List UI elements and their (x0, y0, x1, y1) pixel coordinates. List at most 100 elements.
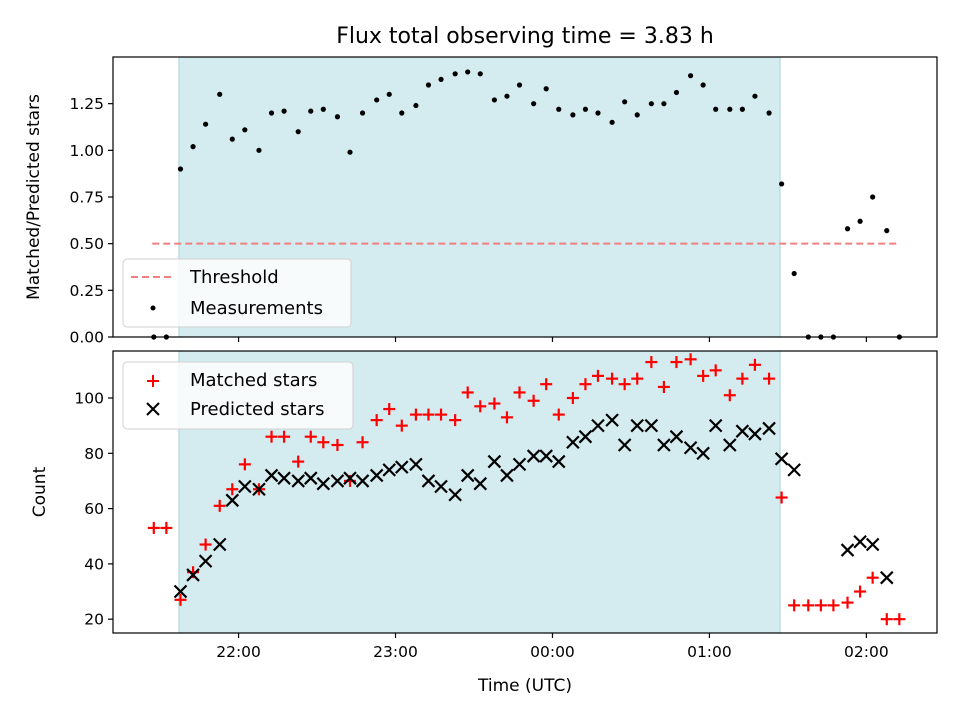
predicted-star-point (551, 454, 566, 469)
matched-star-point (488, 397, 501, 410)
predicted-star-point (303, 471, 318, 485)
matched-star-point (763, 372, 776, 385)
predicted-stars-series (173, 413, 894, 599)
measurement-point (595, 110, 601, 116)
measurement-point (556, 106, 562, 112)
matched-star-point (199, 538, 212, 551)
predicted-star-point (173, 584, 188, 599)
bottom-x-ticks: 22:00 23:00 00:00 01:00 02:00 (216, 633, 889, 661)
predicted-star-point (291, 474, 305, 488)
x-tick-label: 00:00 (530, 643, 575, 661)
measurement-point (661, 101, 667, 107)
matched-star-point (527, 394, 540, 407)
matched-star-point (356, 436, 369, 449)
predicted-star-point (630, 418, 644, 433)
measurement-point (622, 99, 628, 105)
matched-star-point (409, 408, 422, 421)
predicted-star-point (708, 418, 723, 433)
measurement-point (779, 181, 785, 187)
measurement-point (504, 93, 510, 99)
matched-star-point (631, 372, 644, 385)
matched-star-point (775, 491, 788, 504)
predicted-star-point (617, 438, 632, 452)
matched-star-point (736, 372, 749, 385)
top-x-ticks (237, 337, 867, 342)
bottom-legend-box (122, 361, 354, 430)
predicted-star-point (252, 482, 266, 497)
matched-star-point (213, 499, 226, 512)
predicted-star-point (212, 537, 227, 552)
measurement-point (766, 110, 772, 116)
measurement-point (413, 102, 419, 109)
measurement-point (229, 136, 235, 142)
predicted-star-point (566, 435, 580, 450)
predicted-star-point (735, 424, 750, 438)
top-y-axis-label: Matched/Predicted stars (24, 94, 44, 300)
legend-predicted-label: Predicted stars (190, 399, 324, 420)
measurement-point (582, 106, 589, 112)
predicted-star-point (512, 457, 527, 472)
bottom-y-ticks: 20 40 60 80 100 (74, 390, 113, 629)
measurement-point (268, 110, 275, 116)
predicted-star-point (487, 454, 502, 469)
measurement-point (295, 129, 301, 135)
predicted-star-point (748, 427, 762, 441)
measurement-point (531, 101, 537, 107)
top-legend-box (122, 258, 352, 328)
predicted-star-point (578, 429, 593, 444)
measurement-point (242, 127, 248, 133)
matched-star-point (370, 414, 383, 427)
predicted-star-point (696, 446, 710, 461)
predicted-star-point (225, 493, 240, 508)
measurement-point (256, 147, 262, 153)
matched-star-point (226, 483, 239, 496)
x-tick-label: 02:00 (844, 643, 889, 661)
bottom-panel: 20 40 60 80 100 22:00 23:00 00:00 01:00 02:00 Ti… (30, 350, 938, 696)
matched-star-point (292, 455, 305, 468)
measurement-point (465, 69, 471, 75)
legend-matched-label: Matched stars (190, 370, 317, 391)
top-panel: 0.00 0.25 0.50 0.75 1.00 1.25 Flux total obse… (24, 24, 938, 347)
bottom-y-tick-label: 100 (74, 390, 104, 408)
predicted-star-point (473, 476, 488, 491)
measurement-point (386, 91, 392, 97)
measurement-point (543, 86, 549, 92)
measurement-point (308, 108, 314, 114)
matched-star-point (606, 372, 619, 385)
matched-star-point (552, 408, 565, 421)
matched-star-point (645, 356, 658, 369)
predicted-star-point (277, 471, 291, 485)
matched-star-point (474, 400, 487, 413)
matched-star-point (566, 392, 579, 404)
predicted-star-point (879, 570, 894, 585)
measurement-point (516, 82, 523, 88)
matched-star-point (802, 599, 815, 612)
matched-star-point (331, 439, 344, 451)
measurement-point (217, 91, 223, 97)
predicted-star-point (774, 452, 789, 466)
measurement-point (884, 228, 890, 234)
measurement-point (452, 71, 458, 77)
matched-star-point (657, 380, 670, 393)
measurement-point (609, 119, 615, 125)
measurement-point (634, 112, 640, 118)
predicted-star-point (539, 449, 553, 463)
bottom-y-tick-label: 20 (84, 611, 104, 629)
predicted-star-point (657, 438, 671, 452)
predicted-star-point (669, 429, 684, 444)
matched-star-point (160, 521, 173, 534)
predicted-star-point (316, 476, 331, 491)
legend-measurements-label: Measurements (190, 298, 323, 319)
predicted-star-point (448, 487, 462, 502)
measurement-point (425, 82, 432, 88)
matched-star-point (723, 389, 736, 402)
measurement-point (687, 73, 694, 79)
measurement-point (491, 97, 497, 103)
chart-title: Flux total observing time = 3.83 h (336, 24, 714, 49)
predicted-star-point (605, 413, 619, 427)
measurement-point (673, 89, 680, 96)
measurement-point (203, 121, 209, 127)
measurement-point (752, 93, 758, 99)
top-y-tick-label: 1.00 (69, 142, 104, 160)
